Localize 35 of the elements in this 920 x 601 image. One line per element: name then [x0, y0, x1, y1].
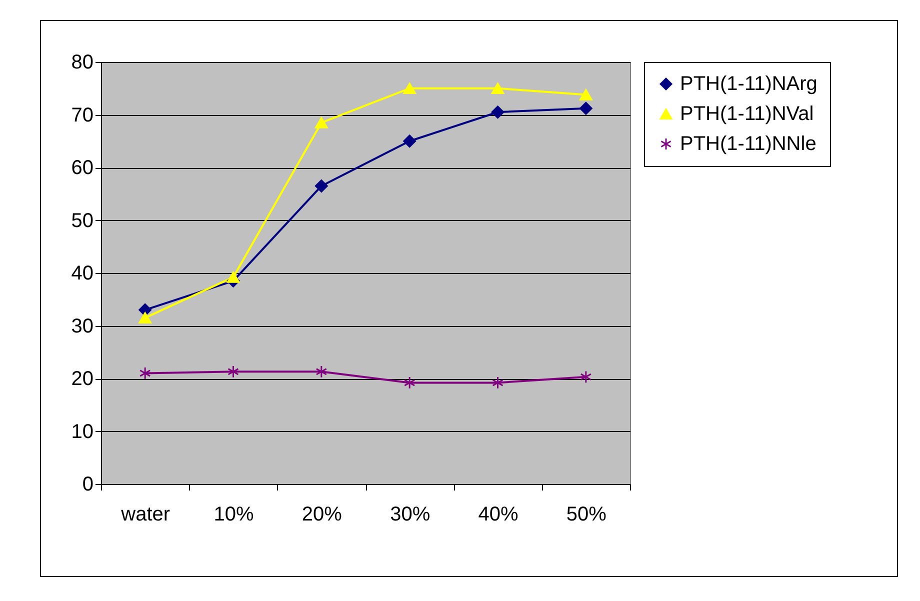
y-tick-label: 0: [82, 474, 94, 496]
y-tick-label: 50: [71, 210, 94, 232]
point: [403, 134, 416, 148]
point: [492, 376, 504, 390]
point: [138, 303, 152, 316]
point: [226, 272, 240, 283]
y-tick-label: 40: [71, 262, 94, 284]
point: [580, 370, 592, 384]
y-tick-label: 60: [71, 157, 94, 179]
y-tick-label: 10: [71, 420, 94, 443]
x-tick-label: water: [120, 504, 170, 526]
point: [316, 365, 328, 378]
legend-label: PTH(1-11)NNle: [680, 133, 816, 155]
x-tick-label: 40%: [478, 504, 518, 526]
y-tick-label: 30: [71, 315, 94, 338]
point: [491, 82, 504, 94]
legend-label: PTH(1-11)NVal: [680, 103, 814, 125]
point: [491, 106, 504, 119]
point: [139, 366, 151, 380]
y-tick-label: 70: [71, 104, 94, 126]
point: [403, 82, 416, 94]
x-tick-label: 10%: [214, 504, 254, 526]
x-tick-label: 50%: [566, 504, 607, 526]
point: [314, 116, 328, 128]
legend-label: PTH(1-11)NArg: [680, 73, 818, 95]
point: [138, 312, 152, 324]
point: [314, 180, 328, 192]
point: [404, 376, 416, 390]
point: [579, 102, 592, 115]
point: [228, 365, 239, 378]
x-tick-label: 20%: [302, 504, 342, 526]
point: [579, 89, 592, 100]
x-tick-label: 30%: [390, 504, 430, 526]
y-tick-label: 20: [71, 368, 94, 390]
y-tick-label: 80: [71, 52, 94, 74]
